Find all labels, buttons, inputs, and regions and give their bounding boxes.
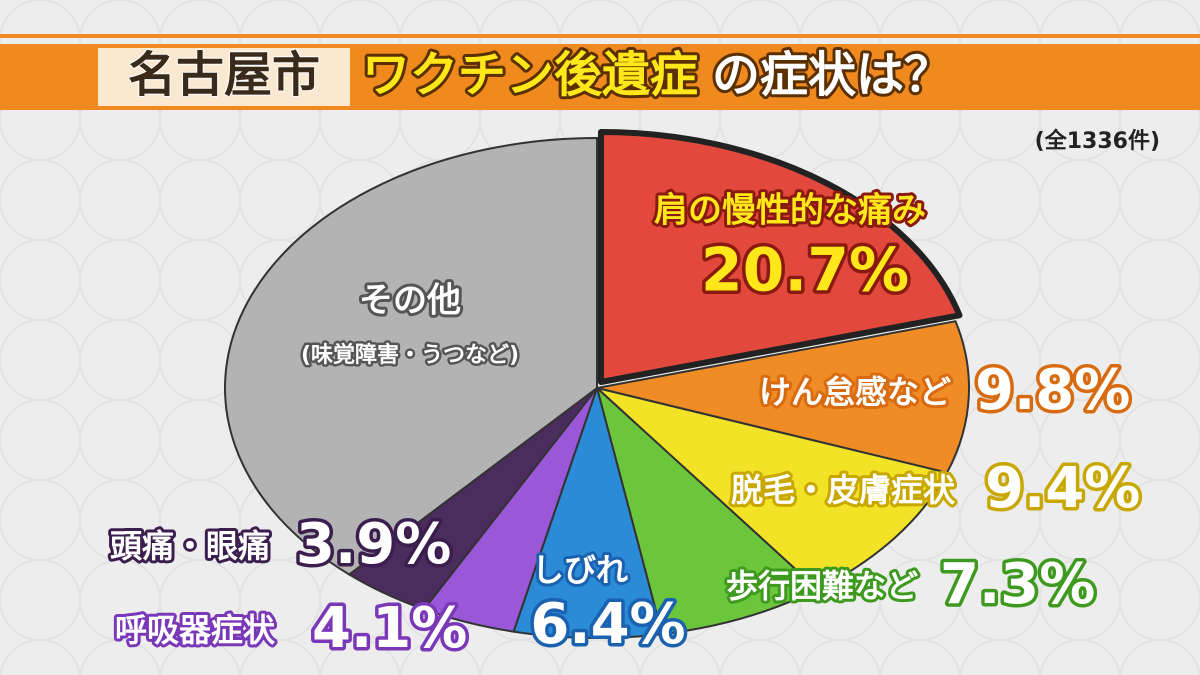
pie-slice [595,384,820,636]
slice-label: 歩行困難など [726,567,918,605]
slice-label: 呼吸器症状 [115,611,276,649]
slice-label: しびれ [532,551,628,589]
chart-subtitle: (全1336件) [1035,128,1160,154]
pie-slice [512,384,664,639]
value-label: 3.9% [296,512,451,577]
value-label: 9.8% [975,358,1130,423]
pie-slice [598,129,963,385]
value-label: 20.7% [701,236,909,306]
slice-label: 頭痛・眼痛 [110,527,270,565]
title-box [98,48,350,106]
value-label: 7.3% [940,552,1095,617]
annotation: (味覚障害・うつなど) [301,342,519,368]
slice-label: 脱毛・皮膚症状 [731,471,956,509]
chart-title: 名古屋市 [128,47,320,103]
pie-slice [224,136,598,576]
pie-slice [596,320,970,474]
header-line [0,34,1200,38]
chart-title: ワクチン後遺症 [362,47,698,103]
slice-label: けん怠感など [759,373,951,411]
value-label: 4.1% [312,596,467,661]
value-label: 9.4% [985,456,1140,521]
pie-slice [596,387,949,591]
value-label: 6.4% [530,592,685,657]
slice-label: 肩の慢性的な痛み [654,191,926,231]
slice-label: その他 [359,281,461,321]
chart-title: の症状は？ [712,47,952,103]
